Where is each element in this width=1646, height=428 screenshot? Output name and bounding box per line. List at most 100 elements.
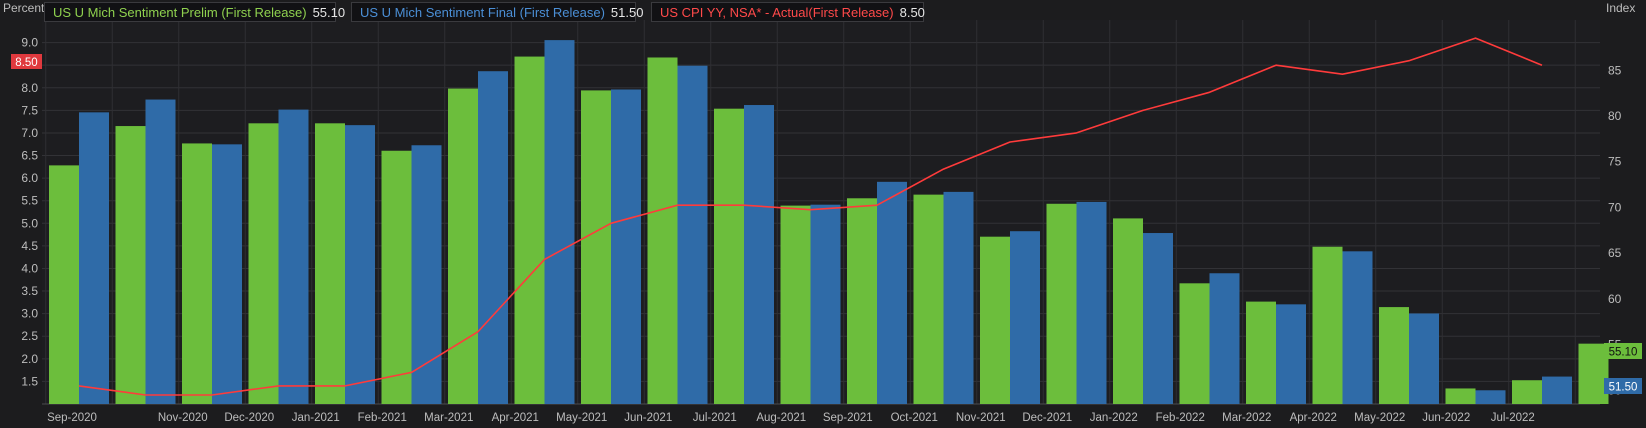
legend-prelim-label: US U Mich Sentiment Prelim (First Releas… [53,4,307,20]
bar-prelim [913,194,944,404]
x-tick-label: Nov-2021 [956,412,1006,424]
bar-final [943,191,974,404]
x-tick-label: Sep-2020 [47,412,97,424]
bar-prelim [1445,388,1476,404]
bar-prelim [1113,218,1143,404]
bar-final [1143,233,1173,404]
bar-prelim [1312,246,1343,404]
left-tick-label: 7.0 [21,126,38,140]
line-cpi [78,37,1543,396]
bar-final [1542,376,1572,404]
bar-final [212,144,242,405]
legend-final[interactable]: US U Mich Sentiment Final (First Release… [351,2,643,22]
left-tick-label: 3.0 [21,307,38,321]
bar-final [1209,273,1240,404]
bar-prelim [315,123,345,405]
bar-prelim [647,57,678,404]
left-tick-label: 4.0 [21,261,38,275]
bar-final [411,145,442,404]
bar-final [478,71,508,404]
bar-prelim [1179,283,1210,404]
left-axis-unit: Percent [3,1,45,15]
bar-prelim [448,88,478,405]
x-tick-label: Dec-2020 [224,412,274,424]
x-tick-label: Feb-2022 [1156,412,1205,424]
bar-prelim [1512,380,1542,404]
bar-final [345,125,375,405]
legend-cpi-value: 8.50 [899,4,925,20]
bar-prelim [780,205,811,404]
legend-final-value: 51.50 [610,4,644,20]
right-tick-label: 65 [1608,246,1622,260]
left-tick-label: 8.0 [21,81,38,95]
bar-prelim [514,56,545,404]
bar-final [810,204,841,404]
x-tick-label: Sep-2021 [823,412,873,424]
x-tick-label: Jun-2021 [624,412,672,424]
bar-final [877,181,907,404]
prelim-badge [1604,343,1642,359]
x-tick-label: Feb-2021 [358,412,407,424]
legend-cpi[interactable]: US CPI YY, NSA* - Actual(First Release) … [651,2,925,22]
bar-final [1010,231,1040,404]
right-tick-label: 75 [1608,155,1622,169]
bar-prelim [980,236,1010,404]
x-tick-label: Jul-2021 [693,412,737,424]
x-axis: Sep-2020 Nov-2020 Dec-2020 Jan-2021 Feb-2021… [47,412,1535,424]
bar-prelim [49,165,79,404]
left-tick-label: 1.5 [21,374,38,388]
bar-final [1076,201,1107,404]
left-tick-label: 9.0 [21,36,38,50]
right-tick-label: 85 [1608,63,1622,77]
final-badge-label: 51.50 [1609,382,1638,394]
left-tick-label: 6.0 [21,171,38,185]
left-tick-label: 5.0 [21,216,38,230]
bar-final [1409,313,1439,404]
x-tick-label: Oct-2021 [891,412,938,424]
x-tick-label: Nov-2020 [158,412,208,424]
bar-final [79,112,109,404]
right-tick-label: 70 [1608,200,1622,214]
x-tick-label: May-2021 [556,412,607,424]
lines [78,37,1543,396]
bar-prelim [182,143,212,404]
value-badges: 8.50 55.10 51.50 [11,54,1642,394]
left-tick-label: 2.0 [21,352,38,366]
x-tick-label: Jul-2022 [1491,412,1535,424]
bar-prelim [1046,203,1077,404]
prelim-badge-label: 55.10 [1609,347,1638,359]
bar-prelim [714,108,744,404]
bar-final [145,99,176,405]
legend-final-label: US U Mich Sentiment Final (First Release… [360,4,605,20]
left-tick-label: 3.5 [21,284,38,298]
cpi-badge-label: 8.50 [15,57,37,69]
bar-final [1475,390,1506,404]
bars [49,40,1609,405]
right-tick-label: 80 [1608,109,1622,123]
x-tick-label: Jan-2022 [1090,412,1138,424]
final-badge [1604,378,1642,394]
bar-prelim [1379,307,1409,404]
legend-prelim-value: 55.10 [312,4,346,20]
right-tick-label: 60 [1608,292,1622,306]
x-tick-label: Aug-2021 [756,412,806,424]
legend-prelim[interactable]: US U Mich Sentiment Prelim (First Releas… [44,2,345,22]
bar-final [1342,251,1373,404]
bar-final [544,40,575,404]
left-tick-label: 4.5 [21,239,38,253]
bar-prelim [1578,343,1609,404]
left-axis: 1.5 2.0 2.5 3.0 3.5 4.0 4.5 5.0 5.5 6.0 6.5 7.0 7.5 8… [21,36,38,389]
x-tick-label: Mar-2022 [1222,412,1271,424]
bar-final [611,89,641,404]
bar-final [278,109,309,404]
bar-prelim [581,90,611,405]
bar-prelim [248,123,279,405]
bar-prelim [847,198,877,404]
bar-prelim [381,150,412,404]
x-tick-label: Dec-2021 [1022,412,1072,424]
x-tick-label: Apr-2022 [1290,412,1337,424]
bar-prelim [1246,301,1276,404]
cpi-badge [11,54,42,69]
bar-final [677,65,708,404]
